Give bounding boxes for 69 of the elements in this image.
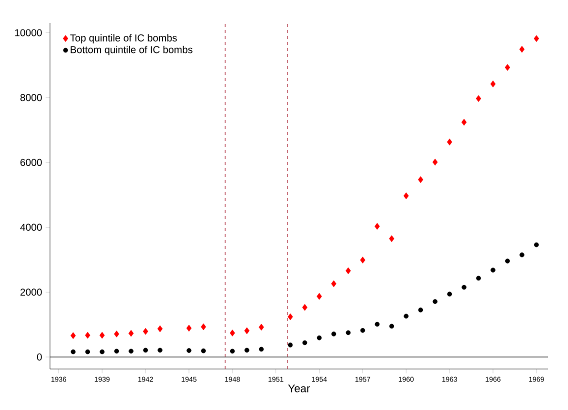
point: [418, 308, 424, 312]
y-tick-label: 4000: [20, 224, 42, 231]
point: [404, 192, 409, 200]
y-tick-label: 8000: [20, 94, 42, 102]
point: [374, 222, 380, 230]
point: [462, 284, 466, 290]
point: [244, 348, 250, 353]
point: [534, 242, 539, 248]
point: [316, 292, 322, 300]
point: [346, 267, 351, 274]
point: [128, 330, 134, 337]
point: [288, 342, 293, 348]
point: [389, 235, 394, 242]
point: [158, 348, 162, 353]
point: [258, 346, 264, 352]
point: [100, 332, 105, 339]
point: [404, 314, 409, 319]
point: [288, 313, 293, 320]
point: [186, 348, 192, 353]
point: [389, 324, 394, 329]
point: [446, 138, 452, 146]
point: [100, 349, 105, 354]
point: [230, 348, 235, 354]
point: [504, 64, 510, 71]
x-axis-title: Year: [288, 384, 310, 392]
y-tick-label: 2000: [20, 288, 42, 296]
legend-label: Top quintile of IC bombs: [70, 34, 177, 44]
point: [374, 322, 380, 327]
y-tick-label: 6000: [20, 158, 42, 166]
point: [432, 158, 438, 166]
point: [520, 252, 524, 258]
point: [302, 340, 308, 346]
point: [128, 348, 134, 354]
point: [461, 118, 467, 126]
point: [316, 335, 322, 340]
point: [142, 328, 148, 335]
point: [447, 292, 452, 296]
point: [114, 330, 120, 338]
point: [519, 46, 525, 53]
point: [432, 299, 438, 304]
point: [490, 268, 496, 272]
point: [331, 332, 336, 336]
point: [490, 80, 496, 88]
point: [85, 332, 90, 339]
point: [346, 330, 351, 336]
point: [114, 348, 119, 354]
point: [258, 324, 264, 331]
point: [186, 324, 192, 332]
point: [200, 323, 206, 330]
point: [70, 349, 76, 354]
point: [331, 280, 336, 288]
point: [476, 95, 482, 102]
point: [70, 332, 76, 339]
point: [143, 348, 148, 353]
point: [201, 348, 206, 354]
point: [418, 176, 424, 184]
point: [534, 35, 540, 42]
point: [360, 328, 366, 333]
y-tick-label: 10000: [15, 29, 42, 36]
point: [302, 304, 308, 311]
point: [230, 330, 236, 336]
point: [157, 325, 163, 332]
point: [476, 276, 481, 281]
legend-label: Bottom quintile of IC bombs: [70, 46, 192, 56]
point: [85, 349, 90, 354]
point: [360, 256, 366, 264]
point: [244, 327, 250, 334]
y-tick-label: 0: [37, 353, 42, 361]
point: [505, 258, 510, 264]
